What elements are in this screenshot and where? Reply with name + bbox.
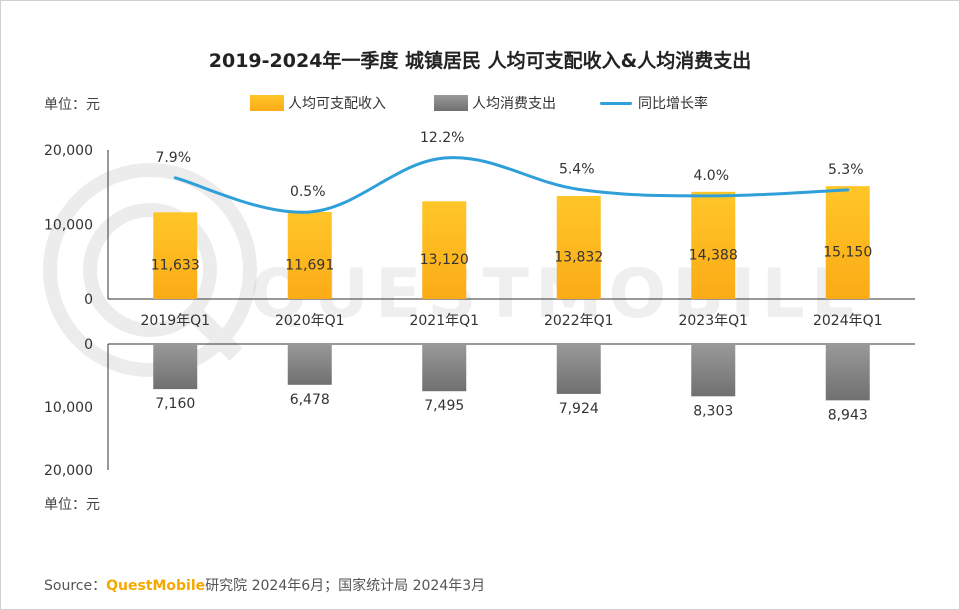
income-bar: [556, 195, 601, 299]
spending-bar: [287, 344, 332, 385]
x-tick-label: 2019年Q1: [140, 313, 210, 329]
source-brand: QuestMobile: [106, 578, 206, 594]
income-bar: [825, 186, 870, 299]
spending-data-label: 7,160: [155, 396, 195, 412]
top-y-tick-label: 0: [84, 292, 93, 308]
unit-label-top: 单位：元: [44, 97, 100, 113]
income-bar: [153, 212, 198, 299]
income-data-label: 11,633: [151, 258, 200, 274]
income-data-label: 11,691: [285, 257, 334, 273]
bottom-y-tick-label: 10,000: [44, 400, 93, 416]
x-tick-label: 2023年Q1: [678, 313, 748, 329]
income-data-label: 15,150: [823, 245, 872, 261]
legend-swatch-spending: [434, 95, 468, 111]
legend-item-income: 人均可支配收入: [250, 93, 386, 113]
top-y-tick-label: 20,000: [44, 143, 93, 159]
x-tick-label: 2020年Q1: [275, 313, 345, 329]
growth-data-label: 4.0%: [693, 168, 729, 184]
spending-bar: [825, 344, 870, 401]
top-y-tick-label: 10,000: [44, 218, 93, 234]
source-prefix: Source：: [44, 578, 107, 594]
chart-title: 2019-2024年一季度 城镇居民 人均可支配收入&人均消费支出: [208, 50, 752, 72]
growth-data-label: 12.2%: [420, 130, 464, 146]
spending-data-label: 7,495: [424, 398, 464, 414]
growth-data-label: 0.5%: [290, 184, 326, 200]
bottom-y-tick-label: 20,000: [44, 463, 93, 479]
x-tick-label: 2022年Q1: [544, 313, 614, 329]
income-bar: [287, 211, 332, 299]
spending-data-label: 6,478: [290, 392, 330, 408]
unit-label-bottom: 单位：元: [44, 497, 100, 513]
spending-bar: [153, 344, 198, 390]
spending-bar: [422, 344, 467, 392]
bottom-y-tick-label: 0: [84, 337, 93, 353]
spending-bar: [556, 344, 601, 394]
x-tick-label: 2021年Q1: [409, 313, 479, 329]
source-note: Source：QuestMobile研究院 2024年6月；国家统计局 2024…: [44, 575, 485, 595]
x-tick-label: 2024年Q1: [813, 313, 883, 329]
income-data-label: 13,120: [420, 252, 469, 268]
source-rest: 研究院 2024年6月；国家统计局 2024年3月: [205, 578, 486, 594]
growth-data-label: 7.9%: [155, 150, 191, 166]
legend-swatch-growth: [600, 101, 632, 105]
legend-label-income: 人均可支配收入: [288, 96, 386, 112]
income-data-label: 14,388: [689, 247, 738, 263]
legend-label-growth: 同比增长率: [638, 96, 708, 112]
income-bar: [691, 191, 736, 299]
spending-bar: [691, 344, 736, 397]
legend-label-spending: 人均消费支出: [472, 96, 556, 112]
spending-data-label: 8,303: [693, 403, 733, 419]
spending-data-label: 8,943: [828, 407, 868, 423]
spending-data-label: 7,924: [559, 401, 599, 417]
legend-item-spending: 人均消费支出: [434, 93, 556, 113]
growth-line: [173, 156, 850, 214]
growth-data-label: 5.3%: [828, 162, 864, 178]
growth-data-label: 5.4%: [559, 161, 595, 177]
legend-item-growth: 同比增长率: [600, 93, 708, 113]
income-bar: [422, 201, 467, 299]
income-data-label: 13,832: [554, 249, 603, 265]
legend-swatch-income: [250, 95, 284, 111]
